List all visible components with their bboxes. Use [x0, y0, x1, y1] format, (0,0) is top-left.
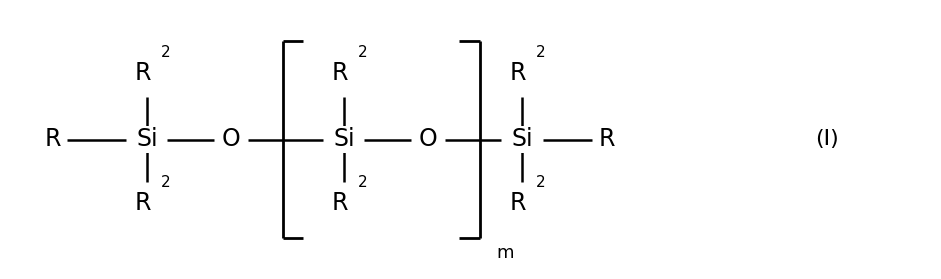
Text: 2: 2: [358, 45, 368, 60]
Text: R: R: [510, 191, 526, 215]
Text: 2: 2: [161, 45, 170, 60]
Text: R: R: [331, 191, 348, 215]
Text: R: R: [598, 128, 614, 151]
Text: R: R: [135, 61, 152, 85]
Text: 2: 2: [536, 175, 546, 190]
Text: Si: Si: [511, 128, 533, 151]
Text: O: O: [419, 128, 438, 151]
Text: (I): (I): [815, 129, 838, 150]
Text: R: R: [135, 191, 152, 215]
Text: O: O: [222, 128, 241, 151]
Text: 2: 2: [161, 175, 170, 190]
Text: m: m: [497, 244, 515, 263]
Text: R: R: [45, 128, 61, 151]
Text: Si: Si: [136, 128, 158, 151]
Text: 2: 2: [536, 45, 546, 60]
Text: 2: 2: [358, 175, 368, 190]
Text: R: R: [510, 61, 526, 85]
Text: Si: Si: [333, 128, 355, 151]
Text: R: R: [331, 61, 348, 85]
